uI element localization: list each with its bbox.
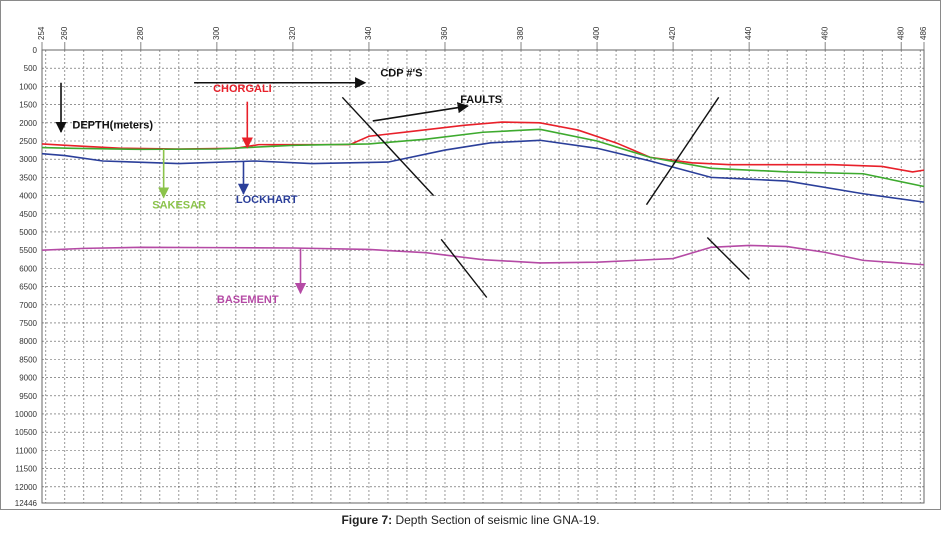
y-tick-label: 7000: [19, 301, 37, 310]
x-tick-label: 254: [37, 26, 46, 40]
y-tick-label: 3000: [19, 155, 37, 164]
x-tick-label: 360: [440, 26, 449, 40]
caption-label: Figure 7:: [341, 513, 393, 527]
caption-text: Depth Section of seismic line GNA-19.: [392, 513, 600, 527]
y-tick-label: 9500: [19, 392, 37, 401]
x-tick-label: 280: [136, 26, 145, 40]
y-tick-label: 8000: [19, 337, 37, 346]
annotation-label: BASEMENT: [217, 294, 279, 306]
y-tick-label: 2500: [19, 137, 37, 146]
y-tick-label: 10000: [15, 410, 38, 419]
annotation-label: CDP #'S: [380, 68, 422, 80]
annotation-label: SAKESAR: [152, 199, 206, 211]
horizon-line-lockhart: [41, 139, 925, 203]
annotation-label: DEPTH(meters): [72, 119, 153, 131]
annotation-arrow: [372, 102, 469, 122]
x-tick-label: 340: [364, 26, 373, 40]
annotation-label: CHORGALI: [213, 83, 272, 95]
y-tick-label: 12446: [15, 499, 38, 508]
x-tick-label: 420: [668, 26, 677, 40]
x-tick-label: 300: [212, 26, 221, 40]
y-tick-label: 1000: [19, 82, 37, 91]
x-tick-label: 400: [592, 26, 601, 40]
x-tick-label: 260: [60, 26, 69, 40]
y-tick-label: 4500: [19, 210, 37, 219]
y-tick-label: 3500: [19, 173, 37, 182]
y-tick-label: 500: [24, 64, 38, 73]
y-tick-label: 4000: [19, 192, 37, 201]
x-tick-label: 460: [820, 26, 829, 40]
x-tick-label: 486: [919, 26, 928, 40]
y-tick-label: 11500: [15, 465, 37, 474]
horizon-line-sakesar: [41, 128, 925, 188]
annotation-label: FAULTS: [460, 94, 502, 106]
fault-line: [440, 238, 488, 298]
fault-line: [706, 236, 750, 280]
y-tick-label: 10500: [15, 428, 38, 437]
figure-caption: Figure 7: Depth Section of seismic line …: [0, 513, 941, 527]
y-tick-label: 5500: [19, 246, 37, 255]
x-tick-label: 480: [896, 26, 905, 40]
y-tick-label: 7500: [19, 319, 37, 328]
y-tick-label: 12000: [15, 483, 38, 492]
annotation-label: LOCKHART: [236, 194, 298, 206]
figure-border: [0, 0, 941, 510]
depth-section-chart: 0 500 1000 1500 2000 2500 3000 3500 4000 4500 5000…: [0, 0, 941, 510]
x-tick-label: 380: [516, 26, 525, 40]
y-tick-label: 0: [33, 46, 38, 55]
y-tick-label: 9000: [19, 374, 37, 383]
x-tick-label: 320: [288, 26, 297, 40]
y-tick-label: 6000: [19, 264, 37, 273]
x-tick-label: 440: [744, 26, 753, 40]
fault-line: [341, 96, 435, 197]
y-tick-label: 11000: [15, 446, 37, 455]
y-tick-label: 1500: [19, 101, 37, 110]
y-tick-label: 2000: [19, 119, 37, 128]
y-tick-label: 8500: [19, 355, 37, 364]
horizon-line-basement: [41, 244, 925, 266]
y-tick-label: 5000: [19, 228, 37, 237]
y-tick-label: 6500: [19, 283, 37, 292]
fault-line: [645, 96, 720, 206]
